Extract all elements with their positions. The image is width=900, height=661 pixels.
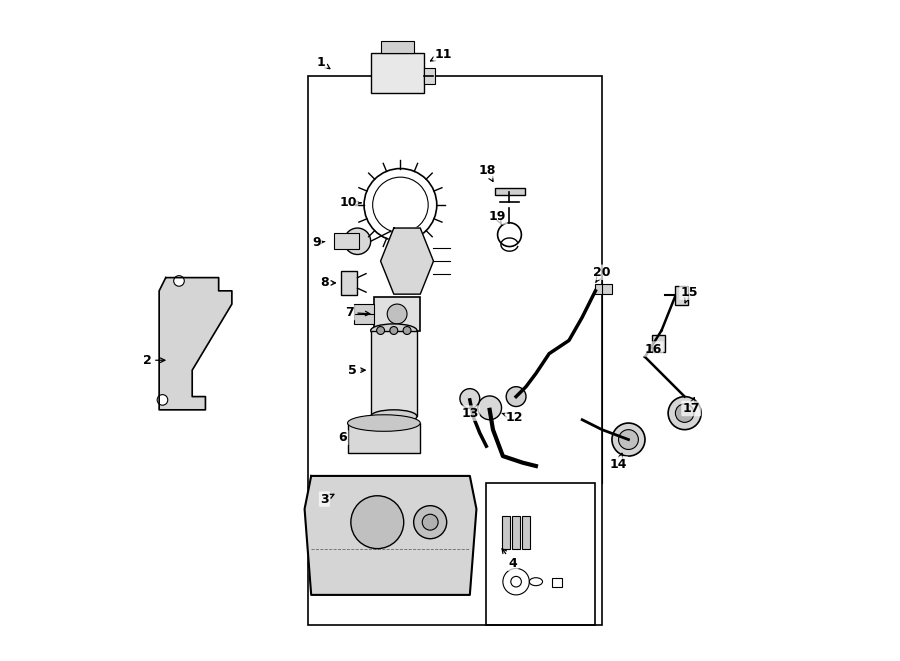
Text: 7: 7 (346, 306, 370, 319)
Ellipse shape (371, 410, 417, 423)
Text: 12: 12 (502, 411, 524, 424)
Bar (371, 53, 424, 93)
Text: 9: 9 (312, 236, 325, 249)
Bar (675, 286, 688, 305)
Bar (502, 516, 510, 549)
Text: 1: 1 (317, 56, 330, 69)
Bar (596, 284, 612, 294)
Circle shape (460, 389, 480, 408)
Circle shape (344, 228, 371, 254)
Circle shape (675, 404, 694, 422)
Text: 14: 14 (610, 453, 627, 471)
Circle shape (422, 514, 438, 530)
Circle shape (612, 423, 645, 456)
Ellipse shape (371, 324, 417, 337)
Polygon shape (159, 278, 232, 410)
Text: 13: 13 (461, 407, 479, 420)
Text: 8: 8 (320, 276, 336, 290)
Polygon shape (304, 476, 476, 595)
Bar (355, 304, 374, 324)
Bar (308, 76, 602, 625)
Bar (553, 578, 562, 587)
Circle shape (403, 327, 411, 334)
Circle shape (618, 430, 638, 449)
Circle shape (390, 327, 398, 334)
Text: 16: 16 (645, 342, 662, 356)
Bar (424, 68, 436, 84)
Bar (371, 330, 417, 416)
Circle shape (414, 506, 446, 539)
Bar (652, 335, 665, 352)
Circle shape (478, 396, 501, 420)
Bar (347, 423, 420, 453)
Text: 4: 4 (502, 549, 518, 570)
Bar (486, 483, 596, 625)
Bar (512, 516, 520, 549)
Circle shape (158, 395, 167, 405)
Text: 3: 3 (320, 492, 334, 506)
Text: 20: 20 (593, 266, 611, 282)
Bar (341, 271, 357, 295)
Text: 6: 6 (338, 431, 347, 444)
Text: 17: 17 (682, 398, 700, 415)
Bar (495, 188, 525, 195)
Circle shape (351, 496, 404, 549)
Text: 19: 19 (489, 210, 507, 225)
Circle shape (668, 397, 701, 430)
Bar (334, 233, 359, 249)
Circle shape (376, 327, 384, 334)
Circle shape (387, 304, 407, 324)
Text: 5: 5 (348, 364, 365, 377)
Circle shape (174, 276, 184, 286)
Bar (374, 297, 420, 330)
Text: 15: 15 (680, 286, 698, 303)
Bar (522, 516, 530, 549)
Ellipse shape (347, 415, 420, 431)
Polygon shape (381, 228, 434, 294)
Text: 18: 18 (478, 164, 496, 182)
Text: 11: 11 (430, 48, 452, 61)
Text: 2: 2 (143, 354, 165, 367)
Circle shape (506, 387, 526, 407)
Bar (381, 41, 414, 53)
Text: 10: 10 (339, 196, 361, 210)
